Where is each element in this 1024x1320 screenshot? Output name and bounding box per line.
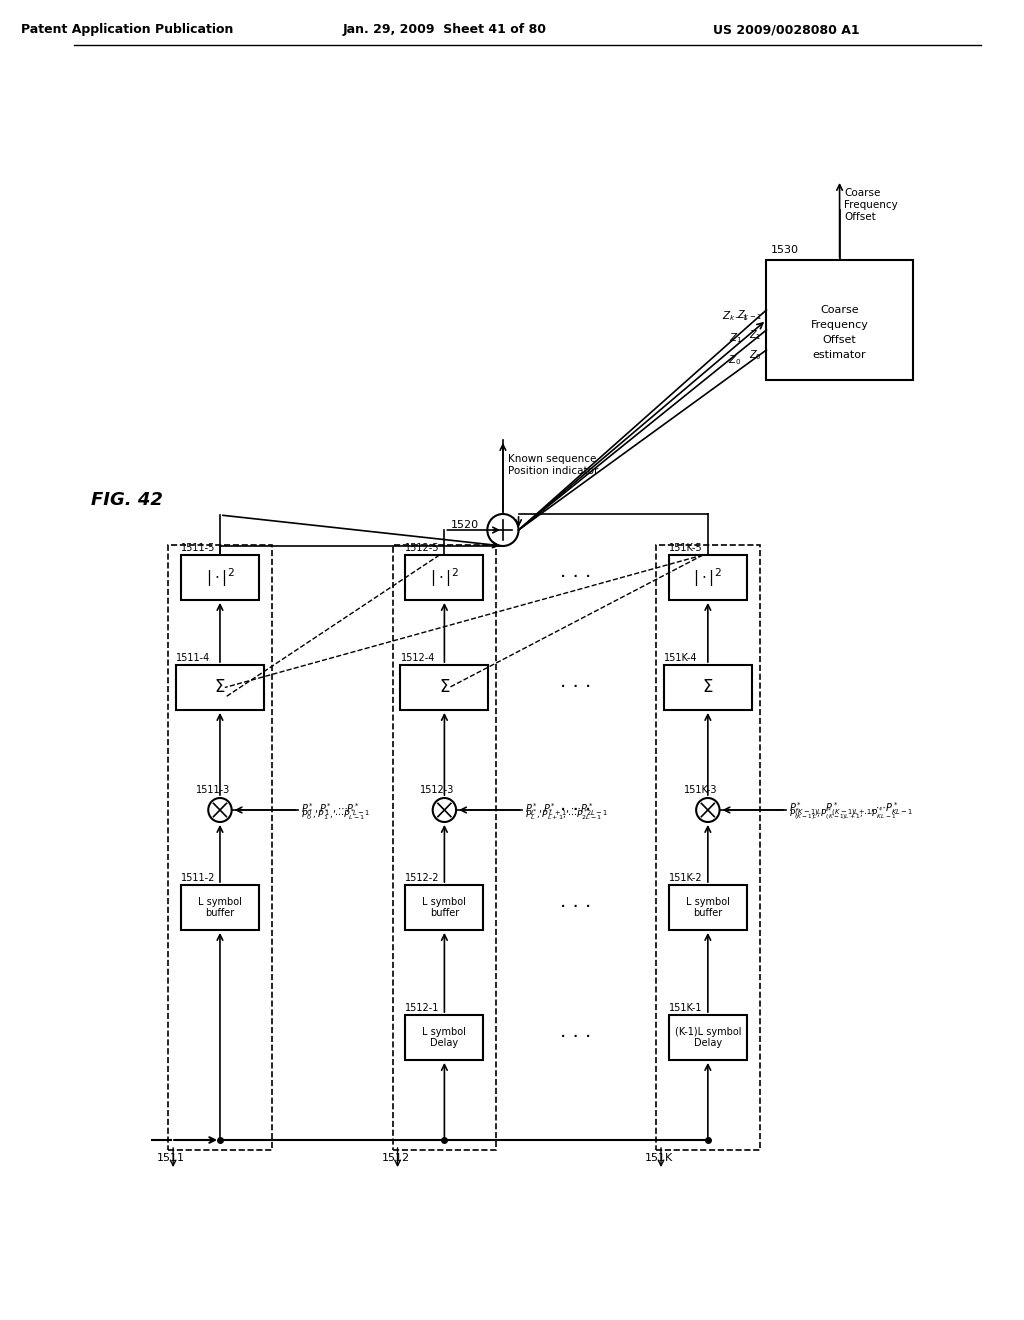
- FancyBboxPatch shape: [406, 1015, 483, 1060]
- FancyBboxPatch shape: [669, 1015, 746, 1060]
- Text: 1520: 1520: [451, 520, 478, 531]
- Text: 1512: 1512: [382, 1152, 410, 1163]
- Text: 1512-5: 1512-5: [406, 543, 440, 553]
- Text: 1511-3: 1511-3: [196, 785, 229, 795]
- Text: 1511-2: 1511-2: [181, 873, 215, 883]
- Text: 1511-5: 1511-5: [181, 543, 215, 553]
- FancyBboxPatch shape: [181, 884, 259, 931]
- Text: Coarse
Frequency
Offset: Coarse Frequency Offset: [845, 189, 898, 222]
- FancyBboxPatch shape: [669, 884, 746, 931]
- FancyBboxPatch shape: [669, 554, 746, 601]
- Text: 1512-3: 1512-3: [420, 785, 455, 795]
- Text: 1530: 1530: [771, 246, 800, 255]
- Text: $|\cdot|^2$: $|\cdot|^2$: [430, 566, 459, 589]
- Text: 1512-4: 1512-4: [400, 653, 435, 663]
- Text: Coarse: Coarse: [820, 305, 859, 315]
- Text: $Z_0$: $Z_0$: [749, 348, 762, 362]
- FancyBboxPatch shape: [406, 554, 483, 601]
- Text: $\Sigma$: $\Sigma$: [214, 678, 225, 697]
- Text: Jan. 29, 2009  Sheet 41 of 80: Jan. 29, 2009 Sheet 41 of 80: [342, 24, 547, 37]
- FancyBboxPatch shape: [176, 665, 264, 710]
- Text: L symbol
buffer: L symbol buffer: [423, 896, 466, 919]
- Text: Patent Application Publication: Patent Application Publication: [22, 24, 233, 37]
- Text: $P_L^*,P_{L+1}^*,\cdots P_{2L-1}^*$: $P_L^*,P_{L+1}^*,\cdots P_{2L-1}^*$: [525, 808, 603, 822]
- Text: 1511: 1511: [157, 1152, 185, 1163]
- Text: $P_0^*, P_1^*, \cdots P_{L-1}^*$: $P_0^*, P_1^*, \cdots P_{L-1}^*$: [301, 801, 371, 818]
- Text: 151K-3: 151K-3: [683, 785, 717, 795]
- Text: 1512-2: 1512-2: [406, 873, 440, 883]
- FancyBboxPatch shape: [664, 665, 752, 710]
- FancyBboxPatch shape: [406, 884, 483, 931]
- Text: Frequency: Frequency: [811, 319, 868, 330]
- Text: · · ·: · · ·: [560, 568, 592, 587]
- Text: US 2009/0028080 A1: US 2009/0028080 A1: [713, 24, 859, 37]
- Text: $P_0^*,P_1^*,\cdots P_{L-1}^*$: $P_0^*,P_1^*,\cdots P_{L-1}^*$: [301, 808, 366, 822]
- Text: $Z_0$: $Z_0$: [728, 354, 742, 367]
- Text: 1511-4: 1511-4: [176, 653, 210, 663]
- Text: $|\cdot|^2$: $|\cdot|^2$: [693, 566, 722, 589]
- Text: $Z_1$: $Z_1$: [749, 329, 762, 342]
- Text: $P_L^*, P_{L+1}^*, \cdots P_{2L-1}^*$: $P_L^*, P_{L+1}^*, \cdots P_{2L-1}^*$: [525, 801, 609, 818]
- Text: L symbol
Delay: L symbol Delay: [423, 1027, 466, 1048]
- Text: 151K-5: 151K-5: [669, 543, 702, 553]
- Text: $|\cdot|^2$: $|\cdot|^2$: [206, 566, 234, 589]
- Text: · · ·: · · ·: [560, 800, 592, 820]
- FancyBboxPatch shape: [400, 665, 488, 710]
- Text: Known sequence
Position indicator: Known sequence Position indicator: [508, 454, 598, 475]
- Text: estimator: estimator: [813, 350, 866, 360]
- Text: · · ·: · · ·: [560, 1028, 592, 1047]
- Text: · · ·: · · ·: [560, 898, 592, 917]
- Text: 1512-1: 1512-1: [406, 1003, 439, 1012]
- FancyBboxPatch shape: [766, 260, 912, 380]
- Text: 151K-2: 151K-2: [669, 873, 702, 883]
- Text: $P_{(K-1)L}^*,P_{(K-1)L+1}^*,\cdots P_{KL-1}^*$: $P_{(K-1)L}^*,P_{(K-1)L+1}^*,\cdots P_{K…: [788, 807, 896, 824]
- Text: $Z_{k-1}$: $Z_{k-1}$: [722, 309, 749, 323]
- Text: $P_{(K-1)L}^*, P_{(K-1)L+1}^*, \cdots P_{KL-1}^*$: $P_{(K-1)L}^*, P_{(K-1)L+1}^*, \cdots P_…: [788, 801, 913, 820]
- Text: FIG. 42: FIG. 42: [91, 491, 163, 510]
- Text: 151K: 151K: [645, 1152, 673, 1163]
- Text: · · ·: · · ·: [560, 678, 592, 697]
- Text: $\Sigma$: $\Sigma$: [438, 678, 451, 697]
- Text: L symbol
buffer: L symbol buffer: [198, 896, 242, 919]
- Text: L symbol
buffer: L symbol buffer: [686, 896, 730, 919]
- Text: Offset: Offset: [822, 335, 856, 345]
- Text: 151K-1: 151K-1: [669, 1003, 702, 1012]
- Text: $Z_1$: $Z_1$: [728, 331, 741, 345]
- Text: $\Sigma$: $\Sigma$: [702, 678, 714, 697]
- FancyBboxPatch shape: [181, 554, 259, 601]
- Text: $Z_{k-1}$: $Z_{k-1}$: [736, 308, 762, 322]
- Text: (K-1)L symbol
Delay: (K-1)L symbol Delay: [675, 1027, 741, 1048]
- Text: 151K-4: 151K-4: [664, 653, 697, 663]
